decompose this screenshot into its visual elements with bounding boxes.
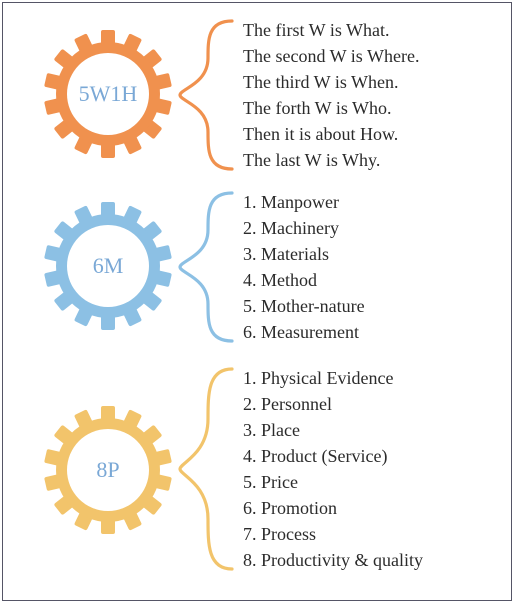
list-item: 3. Materials (243, 241, 365, 267)
section-8p: 8P 1. Physical Evidence2. Personnel3. Pl… (3, 355, 511, 591)
list-item-text: Promotion (261, 498, 337, 518)
list-item-text: Personnel (261, 394, 332, 414)
list-item-number: 2. (243, 394, 261, 414)
list-item-number: 5. (243, 296, 261, 316)
list-item: 5. Price (243, 469, 423, 495)
item-list: 1. Physical Evidence2. Personnel3. Place… (243, 365, 423, 573)
list-item: 3. Place (243, 417, 423, 443)
list-item-text: Product (Service) (261, 446, 387, 466)
list-item-number: 7. (243, 524, 261, 544)
list-item-number: 3. (243, 244, 261, 264)
list-item-number: 1. (243, 368, 261, 388)
list-item: 1. Manpower (243, 189, 365, 215)
list-item: 8. Productivity & quality (243, 547, 423, 573)
section-5w1h: 5W1H The first W is What. The second W is… (3, 9, 511, 177)
item-list: The first W is What. The second W is Wher… (243, 17, 419, 173)
list-item-text: Machinery (261, 218, 339, 238)
list-item-text: The second W is Where. (243, 46, 419, 66)
list-item-text: The third W is When. (243, 72, 398, 92)
list-item: The third W is When. (243, 69, 419, 95)
list-item-text: Price (261, 472, 298, 492)
list-item-text: Measurement (261, 322, 359, 342)
list-item-text: Then it is about How. (243, 124, 398, 144)
list-item: The forth W is Who. (243, 95, 419, 121)
list-item: 5. Mother-nature (243, 293, 365, 319)
list-item-text: Productivity & quality (261, 550, 423, 570)
list-item-text: The forth W is Who. (243, 98, 391, 118)
list-item: The first W is What. (243, 17, 419, 43)
list-item: 4. Method (243, 267, 365, 293)
list-item-number: 5. (243, 472, 261, 492)
list-item-number: 8. (243, 550, 261, 570)
list-item-text: Manpower (261, 192, 339, 212)
list-item: 7. Process (243, 521, 423, 547)
list-item-number: 3. (243, 420, 261, 440)
list-item: 2. Personnel (243, 391, 423, 417)
infographic-frame: 5W1H The first W is What. The second W is… (2, 2, 512, 601)
gear-icon: 8P (43, 405, 173, 535)
list-item-text: Mother-nature (261, 296, 365, 316)
list-item-text: Method (261, 270, 317, 290)
gear-label: 6M (93, 253, 124, 279)
list-item-text: Physical Evidence (261, 368, 393, 388)
list-item-text: Process (261, 524, 316, 544)
list-item-text: Materials (261, 244, 329, 264)
list-item: 6. Promotion (243, 495, 423, 521)
gear-icon: 6M (43, 201, 173, 331)
gear-icon: 5W1H (43, 29, 173, 159)
list-item: The last W is Why. (243, 147, 419, 173)
curly-brace-icon (178, 363, 238, 575)
list-item: The second W is Where. (243, 43, 419, 69)
list-item-number: 4. (243, 270, 261, 290)
list-item-number: 6. (243, 498, 261, 518)
list-item-number: 2. (243, 218, 261, 238)
list-item: 2. Machinery (243, 215, 365, 241)
list-item-number: 1. (243, 192, 261, 212)
curly-brace-icon (178, 187, 238, 347)
item-list: 1. Manpower2. Machinery3. Materials4. Me… (243, 189, 365, 345)
list-item: Then it is about How. (243, 121, 419, 147)
list-item-text: The first W is What. (243, 20, 389, 40)
gear-label: 8P (96, 457, 119, 483)
section-6m: 6M 1. Manpower2. Machinery3. Materials4.… (3, 181, 511, 349)
list-item-number: 4. (243, 446, 261, 466)
list-item: 1. Physical Evidence (243, 365, 423, 391)
gear-label: 5W1H (79, 81, 138, 107)
list-item: 4. Product (Service) (243, 443, 423, 469)
list-item-text: The last W is Why. (243, 150, 380, 170)
list-item-number: 6. (243, 322, 261, 342)
curly-brace-icon (178, 15, 238, 175)
list-item-text: Place (261, 420, 300, 440)
list-item: 6. Measurement (243, 319, 365, 345)
